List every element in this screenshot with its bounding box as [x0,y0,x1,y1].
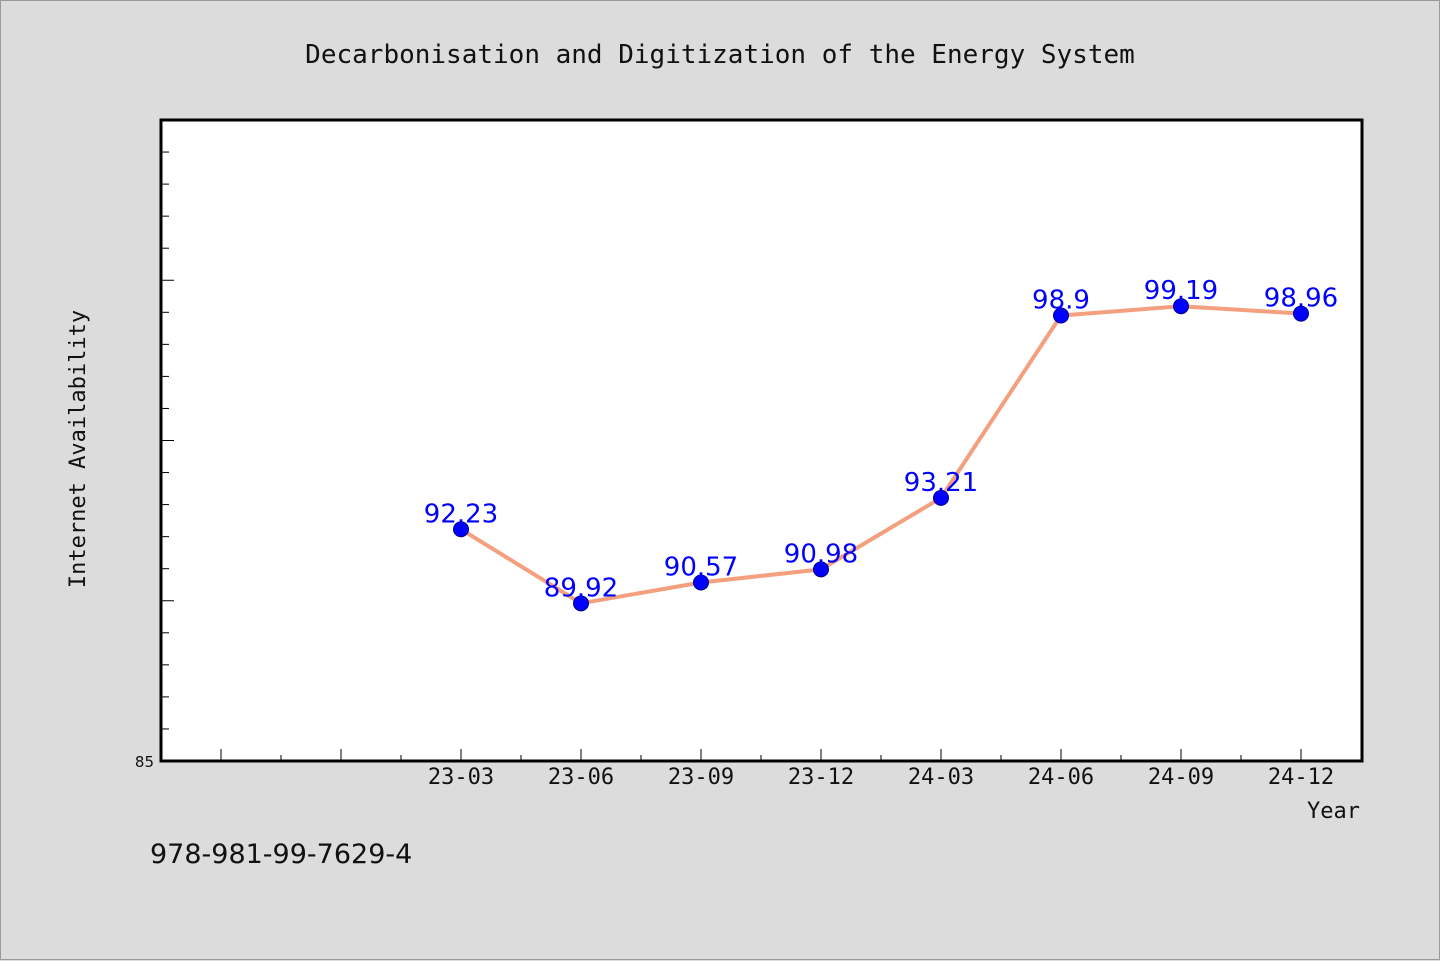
isbn-footer: 978-981-99-7629-4 [150,839,412,870]
plot-area [159,118,1364,763]
data-label: 90.57 [664,552,738,582]
x-tick-label: 24-03 [908,765,974,790]
x-tick-labels: 23-03 23-06 23-09 23-12 24-03 24-06 24-09 24-12 [428,765,1334,790]
data-label: 98.9 [1032,286,1090,316]
series-internet-availability: 92.23 89.92 90.57 90.98 93.21 98.9 99.19 98.96 [424,276,1338,612]
x-tick-label: 24-12 [1268,765,1334,790]
y-tick-label: 85 [135,753,154,771]
data-label: 90.98 [784,539,858,569]
data-point-marker [1173,298,1189,315]
x-tick-label: 23-06 [548,765,614,790]
data-point-marker [573,595,589,612]
data-point-marker [1053,307,1069,324]
y-axis-ticks [161,151,174,730]
x-tick-label: 24-06 [1028,765,1094,790]
chart-title: Decarbonisation and Digitization of the … [305,40,1135,70]
x-axis-ticks [220,749,1362,761]
x-tick-label: 24-09 [1148,765,1214,790]
data-label: 99.19 [1144,276,1218,306]
y-axis-title: Internet Availability [66,310,91,588]
x-tick-label: 23-12 [788,765,854,790]
data-point-marker [813,561,829,578]
x-axis-title: Year [1307,799,1360,824]
data-point-marker [693,574,709,591]
data-label: 92.23 [424,499,498,529]
x-tick-label: 23-03 [428,765,494,790]
series-line [459,304,1302,606]
data-label: 89.92 [544,573,618,603]
data-label: 98.96 [1264,284,1338,314]
data-point-marker [1293,305,1309,322]
data-point-marker [453,521,469,538]
x-tick-label: 23-09 [668,765,734,790]
data-point-marker [933,489,949,506]
data-label: 93.21 [904,468,978,498]
